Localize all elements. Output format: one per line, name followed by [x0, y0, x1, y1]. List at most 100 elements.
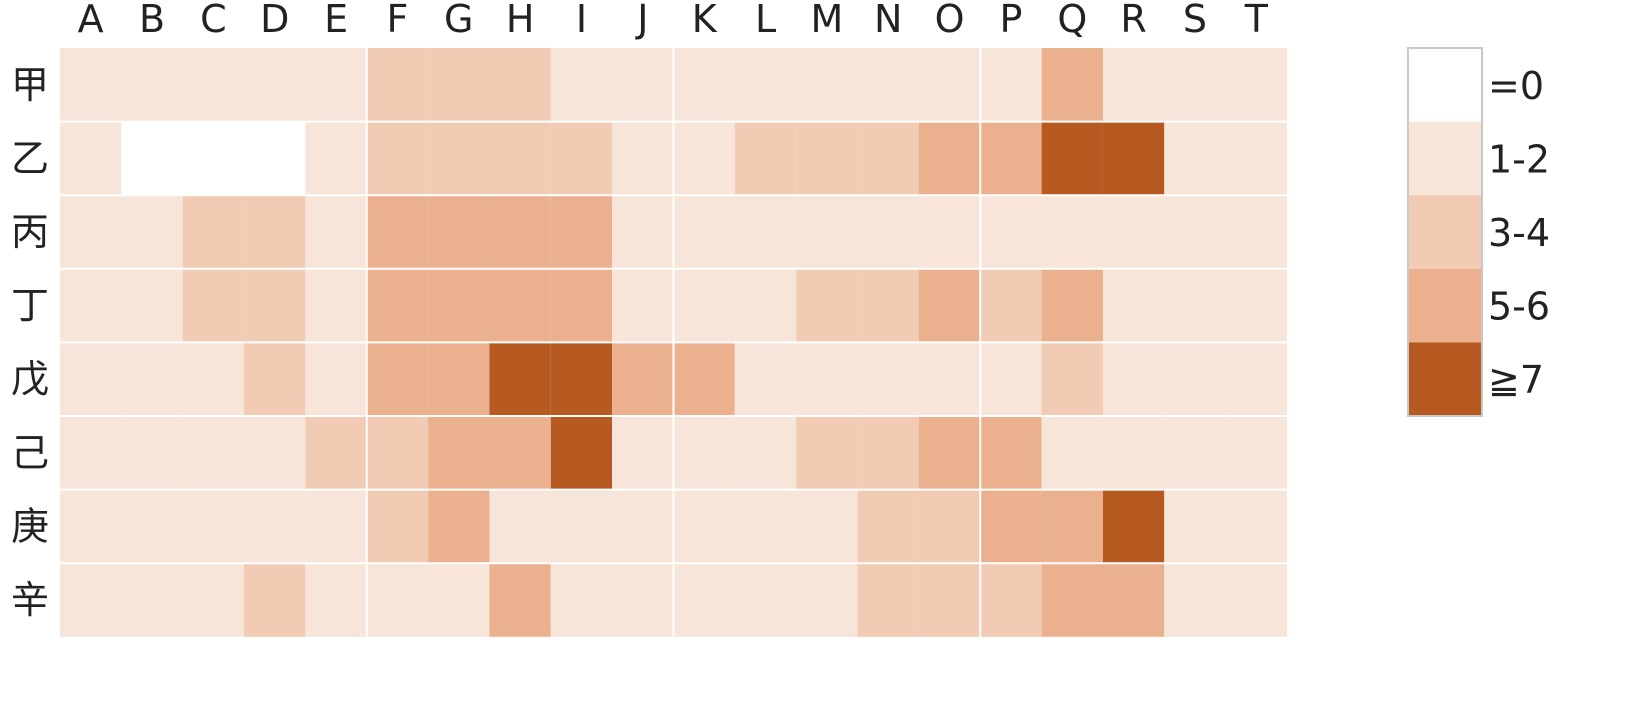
x-tick-label: M	[810, 0, 843, 41]
heatmap-cell-辛-L	[734, 563, 797, 637]
heatmap-cell-己-L	[734, 416, 797, 490]
heatmap-cell-丙-P	[980, 195, 1042, 269]
heatmap-cell-己-J	[612, 416, 674, 490]
heatmap-cell-丙-N	[857, 195, 919, 269]
x-tick-label: H	[506, 0, 535, 41]
x-tick-label: D	[260, 0, 289, 41]
heatmap-cell-甲-E	[305, 48, 367, 122]
heatmap-cell-丁-B	[121, 268, 183, 343]
heatmap-cell-戊-C	[182, 342, 245, 416]
heatmap-cell-庚-K	[673, 489, 735, 564]
heatmap-cell-庚-B	[121, 489, 183, 564]
x-tick-label: P	[999, 0, 1022, 41]
x-tick-label: K	[692, 0, 718, 41]
heatmap-cell-戊-Q	[1041, 342, 1103, 416]
x-tick-label: O	[935, 0, 965, 41]
legend-label: 5-6	[1488, 285, 1550, 329]
heatmap-cell-丁-N	[857, 268, 919, 343]
heatmap-cell-乙-A	[60, 121, 122, 196]
y-tick-label: 丁	[11, 284, 49, 328]
heatmap-cell-己-O	[918, 416, 981, 490]
heatmap-cell-辛-F	[366, 563, 429, 637]
heatmap-cell-己-F	[366, 416, 429, 490]
heatmap-cell-丙-D	[244, 195, 306, 269]
legend-label: ≧7	[1488, 358, 1544, 402]
heatmap-cell-甲-D	[244, 48, 306, 122]
heatmap-cell-庚-D	[244, 489, 306, 564]
heatmap-cell-庚-N	[857, 489, 919, 564]
heatmap-cell-庚-G	[428, 489, 490, 564]
legend-swatch	[1408, 195, 1482, 269]
heatmap-cell-丁-I	[550, 268, 613, 343]
heatmap-cell-乙-N	[857, 121, 919, 196]
x-tick-label: R	[1120, 0, 1146, 41]
heatmap-cell-丙-A	[60, 195, 122, 269]
heatmap-cell-己-I	[550, 416, 613, 490]
heatmap-cell-甲-H	[489, 48, 551, 122]
legend-label: 1-2	[1488, 137, 1550, 181]
heatmap-cell-庚-E	[305, 489, 367, 564]
heatmap-cell-辛-J	[612, 563, 674, 637]
heatmap-cell-乙-B	[121, 121, 183, 196]
x-tick-label: N	[874, 0, 902, 41]
heatmap-cell-甲-N	[857, 48, 919, 122]
heatmap-cell-庚-M	[796, 489, 858, 564]
y-tick-label: 丙	[11, 210, 49, 254]
heatmap-cell-丁-E	[305, 268, 367, 343]
heatmap-cell-丁-L	[734, 268, 797, 343]
heatmap-cell-辛-S	[1164, 563, 1226, 637]
heatmap-cell-乙-J	[612, 121, 674, 196]
heatmap-cell-乙-I	[550, 121, 613, 196]
heatmap-cell-辛-B	[121, 563, 183, 637]
heatmap-cell-己-Q	[1041, 416, 1103, 490]
heatmap-cell-甲-L	[734, 48, 797, 122]
heatmap-cell-辛-T	[1225, 563, 1287, 637]
heatmap-cell-戊-F	[366, 342, 429, 416]
heatmap-cell-丙-S	[1164, 195, 1226, 269]
heatmap-cell-甲-G	[428, 48, 490, 122]
heatmap-cell-丙-L	[734, 195, 797, 269]
heatmap-cell-丙-G	[428, 195, 490, 269]
heatmap-cell-己-B	[121, 416, 183, 490]
heatmap-cell-丁-H	[489, 268, 551, 343]
x-tick-label: J	[635, 0, 648, 41]
heatmap-cell-甲-A	[60, 48, 122, 122]
heatmap-cell-辛-N	[857, 563, 919, 637]
heatmap-cell-戊-L	[734, 342, 797, 416]
heatmap-cell-戊-G	[428, 342, 490, 416]
heatmap-cell-乙-C	[182, 121, 245, 196]
heatmap-cell-戊-P	[980, 342, 1042, 416]
heatmap-cell-丁-D	[244, 268, 306, 343]
heatmap-cell-戊-T	[1225, 342, 1287, 416]
heatmap-cell-庚-J	[612, 489, 674, 564]
heatmap-cell-己-A	[60, 416, 122, 490]
heatmap-cell-辛-M	[796, 563, 858, 637]
heatmap-cell-丁-K	[673, 268, 735, 343]
heatmap-cell-乙-E	[305, 121, 367, 196]
heatmap-cell-辛-I	[550, 563, 613, 637]
heatmap-cell-丁-G	[428, 268, 490, 343]
heatmap-cell-乙-H	[489, 121, 551, 196]
legend-swatch	[1408, 48, 1482, 122]
heatmap-cell-庚-P	[980, 489, 1042, 564]
heatmap-cell-甲-K	[673, 48, 735, 122]
heatmap-cell-辛-D	[244, 563, 306, 637]
heatmap-cell-辛-P	[980, 563, 1042, 637]
heatmap-cell-丙-H	[489, 195, 551, 269]
legend-swatch	[1408, 342, 1482, 416]
heatmap-cell-丙-E	[305, 195, 367, 269]
heatmap-cell-甲-R	[1102, 48, 1165, 122]
y-tick-label: 乙	[11, 136, 49, 180]
legend-border	[1407, 47, 1483, 417]
heatmap-cell-丙-M	[796, 195, 858, 269]
heatmap-cell-甲-Q	[1041, 48, 1103, 122]
legend-label: 3-4	[1488, 211, 1550, 255]
heatmap-cell-丙-F	[366, 195, 429, 269]
heatmap-cell-庚-A	[60, 489, 122, 564]
heatmap-cell-戊-N	[857, 342, 919, 416]
heatmap-cell-己-N	[857, 416, 919, 490]
heatmap-cell-甲-S	[1164, 48, 1226, 122]
